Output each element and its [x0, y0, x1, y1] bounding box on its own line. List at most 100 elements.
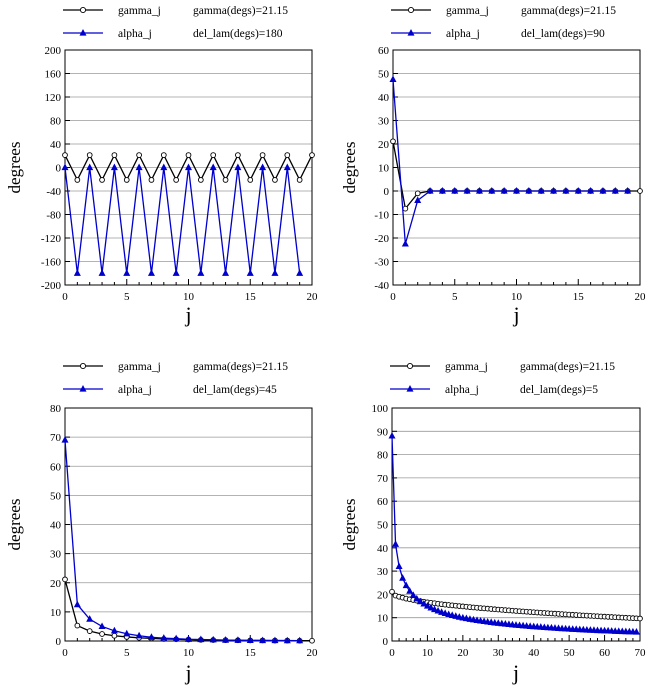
chart-panel-4: 0 10 20 30 40 50 60 70 80 90 100 0 10 20 30 40 50 60 70 j de… — [340, 361, 646, 685]
data-point — [111, 632, 118, 639]
series-line — [392, 79, 628, 245]
x-tick-label: 70 — [635, 647, 647, 659]
data-point — [62, 152, 68, 158]
y-tick-label: -10 — [374, 210, 389, 222]
y-tick-label: 120 — [45, 92, 62, 104]
data-point — [234, 636, 242, 643]
x-tick-label: 50 — [564, 647, 576, 659]
data-point — [392, 540, 400, 547]
x-tick-label: 20 — [307, 647, 319, 659]
data-point — [160, 163, 168, 171]
y-tick-label: 50 — [378, 69, 390, 81]
data-point — [309, 152, 315, 158]
data-point — [185, 163, 192, 171]
data-point — [197, 269, 205, 276]
legend-label-alpha: alpha_j — [118, 384, 152, 396]
data-point — [637, 615, 643, 622]
y-tick-label: 40 — [50, 520, 62, 532]
y-tick-label: 30 — [50, 549, 62, 561]
data-point — [416, 597, 424, 605]
y-tick-label: -160 — [41, 257, 62, 269]
data-point — [296, 636, 304, 644]
series-alpha-j — [389, 75, 632, 247]
y-tick-label: 60 — [50, 461, 62, 473]
chart-panel-3: 0 10 20 30 40 50 60 70 80 0 5 10 15 20 j degrees gamma_j… — [5, 361, 318, 685]
data-point — [525, 187, 533, 194]
y-tick-label: 30 — [377, 566, 389, 578]
data-point — [86, 152, 93, 158]
data-point — [488, 187, 496, 194]
data-point — [389, 75, 397, 82]
y-tick-label: 100 — [372, 403, 389, 415]
data-point — [247, 177, 254, 183]
data-point — [259, 152, 266, 158]
data-point — [98, 269, 106, 276]
data-point — [235, 152, 241, 158]
data-point — [99, 631, 105, 637]
data-point — [209, 635, 217, 643]
legend-gamma-info: gamma(degs)=21.15 — [521, 5, 616, 17]
data-point — [198, 177, 204, 183]
data-point — [246, 269, 254, 276]
data-point — [427, 603, 435, 611]
data-point — [395, 562, 403, 570]
x-tick-label: 5 — [452, 291, 458, 303]
data-point — [272, 177, 278, 183]
data-point — [148, 177, 155, 183]
y-tick-label: 40 — [378, 92, 390, 104]
data-point — [135, 631, 143, 639]
y-axis-label: degrees — [340, 499, 359, 551]
data-point — [632, 627, 640, 635]
data-point — [388, 431, 396, 439]
data-point — [222, 636, 230, 643]
y-tick-label: 50 — [50, 490, 62, 502]
data-point — [390, 138, 396, 145]
data-point — [197, 635, 205, 643]
series-gamma-j — [389, 588, 643, 622]
x-axis-label: j — [512, 660, 519, 685]
data-point — [406, 587, 414, 594]
x-axis-label: j — [184, 302, 191, 327]
y-tick-label: -200 — [41, 280, 62, 292]
data-point — [513, 187, 520, 194]
legend-gamma-info: gamma(degs)=21.15 — [193, 5, 288, 17]
y-tick-label: 200 — [45, 45, 62, 57]
data-point — [562, 187, 570, 194]
x-tick-label: 15 — [245, 291, 257, 303]
data-point — [451, 187, 459, 194]
data-point — [401, 239, 409, 247]
y-axis-label: degrees — [5, 142, 24, 194]
data-point — [160, 152, 167, 158]
y-tick-label: 0 — [383, 636, 389, 648]
x-tick-label: 10 — [183, 647, 195, 659]
data-point — [62, 576, 68, 583]
data-point — [574, 187, 582, 194]
x-tick-label: 15 — [573, 291, 585, 303]
data-point — [550, 187, 558, 194]
y-tick-label: 0 — [56, 163, 62, 175]
data-point — [136, 152, 142, 158]
data-point — [283, 163, 291, 171]
x-tick-label: 5 — [124, 647, 130, 659]
x-tick-label: 40 — [528, 647, 540, 659]
data-point — [259, 636, 267, 644]
x-tick-label: 5 — [124, 291, 130, 303]
series-gamma-j — [62, 152, 315, 183]
series-line — [64, 439, 300, 642]
data-point — [110, 163, 118, 171]
legend-marker-gamma — [79, 362, 87, 370]
data-point — [172, 269, 180, 276]
data-point — [222, 269, 230, 276]
data-point — [123, 269, 131, 276]
y-tick-label: -40 — [46, 186, 61, 198]
legend-label-gamma: gamma_j — [445, 361, 488, 373]
data-point — [271, 636, 279, 644]
data-point — [587, 187, 595, 194]
data-point — [61, 163, 69, 171]
data-point — [309, 637, 315, 644]
legend-label-gamma: gamma_j — [118, 5, 161, 17]
data-point — [160, 634, 168, 641]
data-point — [86, 628, 93, 634]
data-point — [624, 187, 632, 194]
